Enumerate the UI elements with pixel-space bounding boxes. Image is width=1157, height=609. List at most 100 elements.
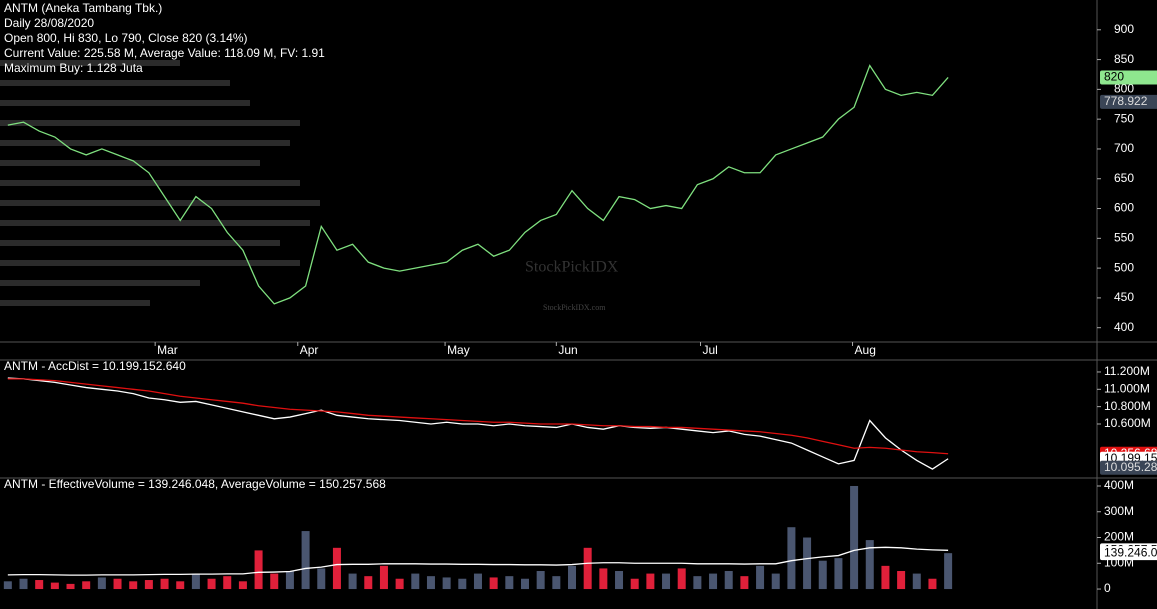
volume-bar	[66, 583, 75, 590]
y-tick-label: 10.600M	[1104, 416, 1151, 430]
volume-bar	[379, 565, 388, 590]
volume-bar	[3, 581, 12, 590]
volume-bar	[693, 576, 702, 590]
profile-bar	[0, 300, 150, 306]
volume-bar	[583, 547, 592, 590]
volume-bar	[740, 576, 749, 590]
volume-bar	[348, 573, 357, 590]
y-tick-label: 600	[1114, 201, 1134, 215]
volume-bar	[520, 578, 529, 590]
volume-bar	[834, 558, 843, 590]
value-badge-label: 820	[1104, 70, 1124, 84]
series-line	[7, 64, 949, 305]
value-badge-label: 10.095.28	[1104, 460, 1157, 474]
volume-bar	[332, 547, 341, 590]
profile-bar	[0, 200, 320, 206]
volume-bar	[881, 565, 890, 590]
volume-bar	[458, 578, 467, 590]
volume-bar	[489, 577, 498, 590]
volume-bar	[285, 571, 294, 590]
watermark-small: StockPickIDX.com	[543, 303, 606, 312]
volume-bar	[50, 582, 59, 590]
profile-bar	[0, 60, 180, 66]
y-tick-label: 750	[1114, 111, 1134, 125]
y-tick-label: 10.800M	[1104, 399, 1151, 413]
volume-bar	[395, 578, 404, 590]
volume-bar	[19, 578, 28, 590]
volume-bar	[426, 576, 435, 590]
profile-bar	[0, 120, 300, 126]
volume-bar	[709, 573, 718, 590]
profile-bar	[0, 160, 260, 166]
volume-bar	[270, 573, 279, 590]
volume-bar	[238, 581, 247, 590]
y-tick-label: 400M	[1104, 478, 1134, 492]
value-badge	[1100, 460, 1157, 475]
y-tick-label: 400	[1114, 320, 1134, 334]
y-tick-label: 500	[1114, 260, 1134, 274]
value-badge	[1100, 70, 1157, 85]
y-tick-label: 700	[1114, 141, 1134, 155]
x-tick-label: Jul	[703, 343, 718, 357]
y-tick-label: 0	[1104, 581, 1111, 595]
y-tick-label: 650	[1114, 171, 1134, 185]
volume-bar	[771, 573, 780, 590]
info-line: Maximum Buy: 1.128 Juta	[4, 61, 143, 75]
profile-bar	[0, 140, 290, 146]
series-line	[7, 377, 949, 470]
y-tick-label: 450	[1114, 290, 1134, 304]
volume-bar	[223, 576, 232, 590]
volume-profile	[0, 60, 320, 306]
info-line: Daily 28/08/2020	[4, 16, 94, 30]
value-badge	[1100, 94, 1157, 109]
volume-bar	[724, 571, 733, 590]
y-tick-label: 300M	[1104, 504, 1134, 518]
watermark: StockPickIDX	[525, 259, 619, 276]
profile-bar	[0, 100, 250, 106]
value-badge-label: 139.246.0	[1104, 545, 1157, 559]
volume-bar	[615, 571, 624, 590]
y-tick-label: 800	[1114, 82, 1134, 96]
x-tick-label: May	[447, 343, 470, 357]
volume-bar	[364, 576, 373, 590]
y-tick-label: 850	[1114, 52, 1134, 66]
volume-bar	[473, 573, 482, 590]
volume-bar	[756, 565, 765, 590]
volume-bar	[818, 560, 827, 590]
volume-bar	[301, 531, 310, 590]
volume-bar	[928, 578, 937, 590]
profile-bar	[0, 180, 300, 186]
volume-bar	[207, 578, 216, 590]
info-line: Open 800, Hi 830, Lo 790, Close 820 (3.1…	[4, 31, 248, 45]
volume-bar	[191, 573, 200, 590]
profile-bar	[0, 220, 310, 226]
info-line: Current Value: 225.58 M, Average Value: …	[4, 46, 325, 60]
volume-bar	[254, 550, 263, 590]
volume-bar	[144, 580, 153, 590]
volume-bar	[317, 568, 326, 590]
volume-bar	[897, 571, 906, 590]
volume-bar	[129, 581, 138, 590]
x-tick-label: Jun	[558, 343, 577, 357]
volume-bar	[662, 573, 671, 590]
panel-title: ANTM - AccDist = 10.199.152.640	[4, 359, 186, 373]
volume-bar	[176, 581, 185, 590]
volume-bar	[97, 577, 106, 590]
chart-title: ANTM (Aneka Tambang Tbk.)	[4, 1, 162, 15]
volume-bar	[411, 573, 420, 590]
volume-bar	[865, 540, 874, 590]
volume-bar	[568, 565, 577, 590]
panel-title: ANTM - EffectiveVolume = 139.246.048, Av…	[4, 477, 386, 491]
volume-bar	[787, 527, 796, 590]
volume-bar	[82, 581, 91, 590]
profile-bar	[0, 240, 280, 246]
volume-bar	[160, 578, 169, 590]
volume-bar	[630, 578, 639, 590]
y-tick-label: 11.200M	[1104, 364, 1150, 378]
volume-bar	[944, 553, 953, 590]
y-tick-label: 900	[1114, 22, 1134, 36]
profile-bar	[0, 260, 300, 266]
volume-bar	[35, 580, 44, 590]
series-line	[7, 546, 949, 576]
